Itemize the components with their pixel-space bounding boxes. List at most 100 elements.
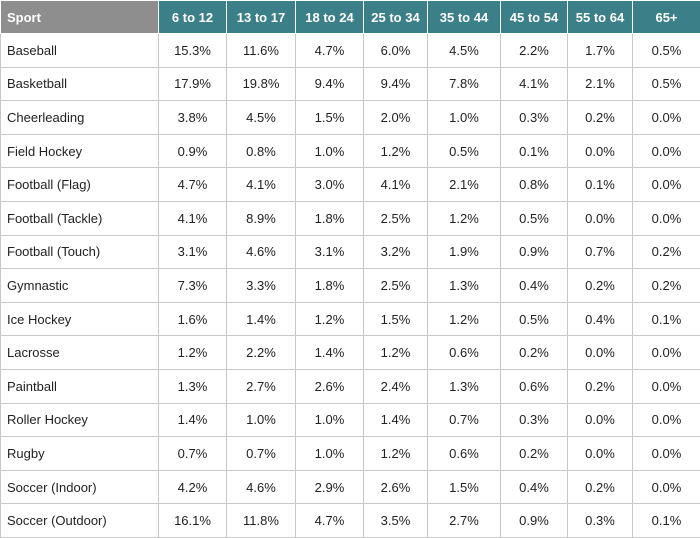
percent-cell: 4.1% bbox=[159, 201, 227, 235]
percent-cell: 0.4% bbox=[501, 269, 568, 303]
percent-cell: 0.8% bbox=[501, 168, 568, 202]
percent-cell: 0.2% bbox=[568, 101, 633, 135]
percent-cell: 0.5% bbox=[428, 134, 501, 168]
sport-name: Roller Hockey bbox=[1, 403, 159, 437]
percent-cell: 4.5% bbox=[227, 101, 296, 135]
column-header: Sport bbox=[1, 1, 159, 34]
sport-name: Lacrosse bbox=[1, 336, 159, 370]
percent-cell: 0.6% bbox=[501, 369, 568, 403]
percent-cell: 1.4% bbox=[159, 403, 227, 437]
percent-cell: 9.4% bbox=[364, 67, 428, 101]
percent-cell: 1.2% bbox=[296, 302, 364, 336]
column-header: 65+ bbox=[633, 1, 700, 34]
percent-cell: 0.6% bbox=[428, 437, 501, 471]
percent-cell: 0.1% bbox=[633, 302, 700, 336]
percent-cell: 0.7% bbox=[568, 235, 633, 269]
percent-cell: 1.8% bbox=[296, 269, 364, 303]
percent-cell: 0.0% bbox=[633, 369, 700, 403]
percent-cell: 11.6% bbox=[227, 34, 296, 68]
percent-cell: 11.8% bbox=[227, 504, 296, 538]
percent-cell: 0.0% bbox=[633, 201, 700, 235]
percent-cell: 2.5% bbox=[364, 201, 428, 235]
percent-cell: 1.0% bbox=[296, 403, 364, 437]
percent-cell: 0.0% bbox=[633, 470, 700, 504]
percent-cell: 1.4% bbox=[227, 302, 296, 336]
percent-cell: 0.0% bbox=[568, 437, 633, 471]
percent-cell: 0.7% bbox=[159, 437, 227, 471]
percent-cell: 1.3% bbox=[428, 269, 501, 303]
percent-cell: 2.2% bbox=[227, 336, 296, 370]
percent-cell: 1.7% bbox=[568, 34, 633, 68]
percent-cell: 1.4% bbox=[364, 403, 428, 437]
sport-name: Soccer (Indoor) bbox=[1, 470, 159, 504]
percent-cell: 0.0% bbox=[568, 134, 633, 168]
percent-cell: 1.4% bbox=[296, 336, 364, 370]
percent-cell: 3.1% bbox=[296, 235, 364, 269]
percent-cell: 1.3% bbox=[159, 369, 227, 403]
percent-cell: 1.2% bbox=[428, 201, 501, 235]
percent-cell: 2.0% bbox=[364, 101, 428, 135]
percent-cell: 0.7% bbox=[428, 403, 501, 437]
percent-cell: 0.0% bbox=[633, 403, 700, 437]
sport-name: Field Hockey bbox=[1, 134, 159, 168]
percent-cell: 4.7% bbox=[159, 168, 227, 202]
percent-cell: 0.0% bbox=[633, 101, 700, 135]
percent-cell: 8.9% bbox=[227, 201, 296, 235]
percent-cell: 0.5% bbox=[633, 67, 700, 101]
percent-cell: 3.1% bbox=[159, 235, 227, 269]
percent-cell: 1.0% bbox=[296, 134, 364, 168]
percent-cell: 3.3% bbox=[227, 269, 296, 303]
percent-cell: 6.0% bbox=[364, 34, 428, 68]
percent-cell: 0.1% bbox=[501, 134, 568, 168]
percent-cell: 0.0% bbox=[568, 403, 633, 437]
table-row: Soccer (Outdoor)16.1%11.8%4.7%3.5%2.7%0.… bbox=[1, 504, 700, 538]
percent-cell: 4.6% bbox=[227, 470, 296, 504]
percent-cell: 0.2% bbox=[501, 437, 568, 471]
sport-name: Paintball bbox=[1, 369, 159, 403]
column-header: 25 to 34 bbox=[364, 1, 428, 34]
table-row: Football (Flag)4.7%4.1%3.0%4.1%2.1%0.8%0… bbox=[1, 168, 700, 202]
percent-cell: 0.0% bbox=[633, 168, 700, 202]
percent-cell: 0.2% bbox=[568, 470, 633, 504]
percent-cell: 1.6% bbox=[159, 302, 227, 336]
percent-cell: 0.6% bbox=[428, 336, 501, 370]
sport-name: Rugby bbox=[1, 437, 159, 471]
percent-cell: 0.2% bbox=[568, 269, 633, 303]
percent-cell: 0.1% bbox=[568, 168, 633, 202]
percent-cell: 1.2% bbox=[364, 134, 428, 168]
percent-cell: 1.2% bbox=[364, 336, 428, 370]
percent-cell: 1.5% bbox=[364, 302, 428, 336]
percent-cell: 0.3% bbox=[568, 504, 633, 538]
percent-cell: 0.8% bbox=[227, 134, 296, 168]
sport-name: Baseball bbox=[1, 34, 159, 68]
percent-cell: 3.0% bbox=[296, 168, 364, 202]
percent-cell: 1.2% bbox=[159, 336, 227, 370]
percent-cell: 0.9% bbox=[501, 504, 568, 538]
column-header: 13 to 17 bbox=[227, 1, 296, 34]
percent-cell: 9.4% bbox=[296, 67, 364, 101]
percent-cell: 0.9% bbox=[501, 235, 568, 269]
percent-cell: 3.8% bbox=[159, 101, 227, 135]
percent-cell: 0.7% bbox=[227, 437, 296, 471]
percent-cell: 15.3% bbox=[159, 34, 227, 68]
percent-cell: 0.0% bbox=[633, 134, 700, 168]
sport-name: Basketball bbox=[1, 67, 159, 101]
percent-cell: 2.2% bbox=[501, 34, 568, 68]
percent-cell: 1.3% bbox=[428, 369, 501, 403]
percent-cell: 7.8% bbox=[428, 67, 501, 101]
percent-cell: 0.5% bbox=[501, 201, 568, 235]
percent-cell: 1.5% bbox=[428, 470, 501, 504]
percent-cell: 4.5% bbox=[428, 34, 501, 68]
percent-cell: 1.9% bbox=[428, 235, 501, 269]
